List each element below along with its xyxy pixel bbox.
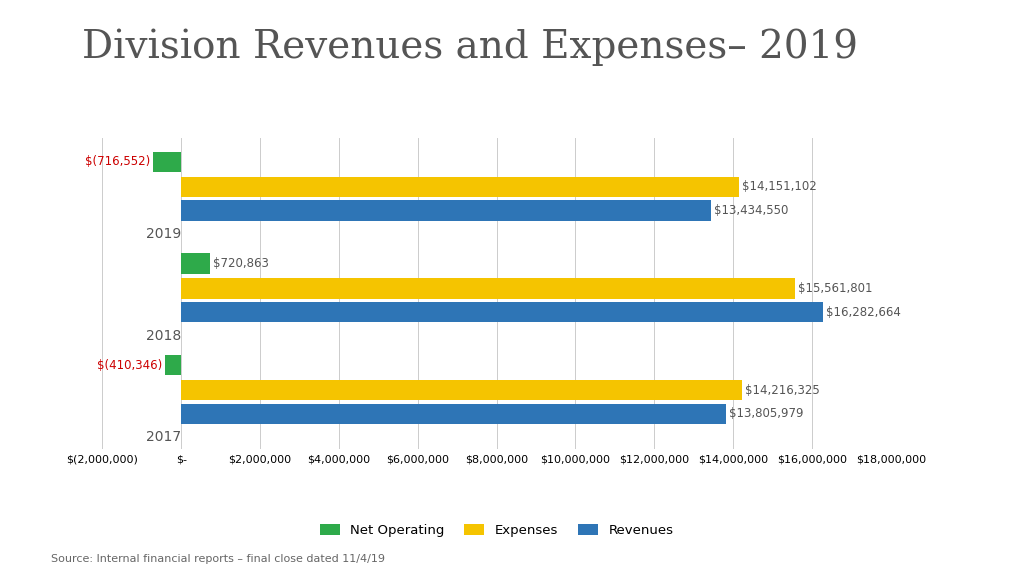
Text: Source: Internal financial reports – final close dated 11/4/19: Source: Internal financial reports – fin… (51, 555, 385, 564)
Bar (181, 278, 795, 298)
Text: $15,561,801: $15,561,801 (798, 282, 872, 295)
Bar (153, 152, 181, 172)
Bar (181, 404, 726, 424)
Text: $(716,552): $(716,552) (85, 156, 150, 168)
Text: $(410,346): $(410,346) (96, 359, 162, 372)
Bar (181, 302, 823, 322)
Text: 2017: 2017 (146, 430, 181, 444)
Bar (181, 380, 741, 400)
Text: $14,216,325: $14,216,325 (744, 384, 819, 396)
Bar (181, 253, 210, 274)
Text: $13,434,550: $13,434,550 (714, 204, 788, 217)
Text: $720,863: $720,863 (213, 257, 268, 270)
Text: $13,805,979: $13,805,979 (729, 407, 803, 420)
Bar (181, 177, 739, 197)
Text: $16,282,664: $16,282,664 (826, 306, 901, 319)
Text: $14,151,102: $14,151,102 (742, 180, 817, 194)
Bar (165, 355, 181, 375)
Text: 2019: 2019 (146, 227, 181, 241)
Text: Division Revenues and Expenses– 2019: Division Revenues and Expenses– 2019 (82, 29, 858, 66)
Text: 2018: 2018 (146, 329, 181, 343)
Bar (181, 200, 711, 221)
Legend: Net Operating, Expenses, Revenues: Net Operating, Expenses, Revenues (314, 518, 679, 542)
